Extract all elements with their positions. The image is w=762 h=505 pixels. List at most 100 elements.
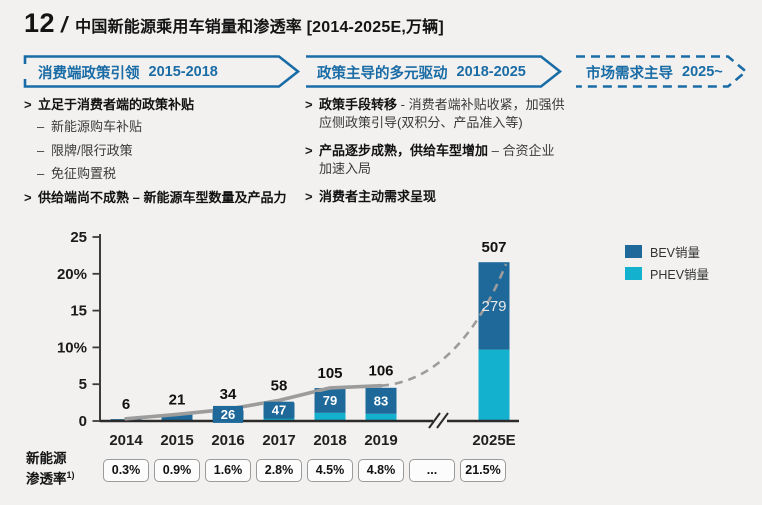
phase-label: 消费端政策引领 <box>38 65 140 82</box>
page-title: 中国新能源乘用车销量和渗透率 [2014-2025E,万辆] <box>75 19 444 36</box>
penetration-value-box: 0.3% <box>103 459 149 482</box>
title-separator: / <box>61 12 68 37</box>
y-axis-tick-label: 25 <box>70 229 87 246</box>
x-axis-category-label: 2019 <box>364 432 397 449</box>
x-axis-category-label: 2025E <box>472 432 515 449</box>
phev-bar-segment <box>365 413 397 421</box>
phev-bar-segment <box>478 349 510 421</box>
phev-color-swatch <box>625 266 642 280</box>
phase-banner-consumer-policy: 消费端政策引领 2015-2018 <box>38 57 218 87</box>
penetration-value-box: 4.8% <box>358 459 404 482</box>
footnote-marker: 1) <box>66 470 75 480</box>
bullet-item: – 限牌/限行政策 <box>37 142 302 160</box>
penetration-value-box: 2.8% <box>256 459 302 482</box>
bev-value-label-box <box>315 391 345 409</box>
total-value-label: 106 <box>368 363 393 380</box>
bev-bar-segment <box>161 414 193 421</box>
x-axis-category-label: 2018 <box>313 432 346 449</box>
legend-item-bev: BEV销量 <box>625 240 709 262</box>
bullet-item: – 免征购置税 <box>37 165 302 183</box>
x-axis-category-label: 2015 <box>160 432 193 449</box>
axis-break-mark <box>436 412 449 429</box>
penetration-value-box: 1.6% <box>205 459 251 482</box>
y-axis-tick-label: 20% <box>57 266 87 283</box>
bullet-text: 立足于消费者端的政策补贴 <box>38 97 195 112</box>
bullet-item: > 产品逐步成熟，供给车型增加 – 合资企业加速入局 <box>305 142 567 179</box>
phase-banner-policy-driven: 政策主导的多元驱动 2018-2025 <box>317 57 526 87</box>
phase-banner-market-demand: 市场需求主导 2025~ <box>586 57 723 87</box>
penetration-label-line2: 渗透率 <box>26 471 67 487</box>
bev-value-label: 279 <box>481 298 506 315</box>
axis-break-mark <box>428 412 441 429</box>
bullet-item: – 新能源购车补贴 <box>37 118 302 136</box>
bev-value-label-box <box>264 401 294 419</box>
bullet-item: > 立足于消费者端的政策补贴 <box>24 96 302 114</box>
bullet-text: 供给端尚不成熟 – 新能源车型数量及产品力 <box>38 189 287 205</box>
total-value-label: 105 <box>317 365 342 382</box>
penetration-value-box: 0.9% <box>154 459 200 482</box>
bullet-marker: – <box>37 142 45 158</box>
bullet-item: > 供给端尚不成熟 – 新能源车型数量及产品力 <box>24 189 302 207</box>
phase-arrow-2 <box>306 55 563 88</box>
bullet-text: 免征购置税 <box>51 166 117 182</box>
bullet-item: > 政策手段转移 - 消费者端补贴收紧，加强供应侧政策引导(双积分、产品准入等) <box>305 96 567 133</box>
bev-value-label: 83 <box>374 393 388 408</box>
y-axis-tick-label: 0 <box>79 413 87 430</box>
bullet-marker: > <box>305 188 313 204</box>
phev-bar-segment <box>263 417 295 421</box>
bullet-marker: > <box>305 142 313 158</box>
header: 12 / 中国新能源乘用车销量和渗透率 [2014-2025E,万辆] <box>24 8 444 39</box>
bev-color-swatch <box>625 244 642 258</box>
x-axis-category-label: 2014 <box>109 432 143 449</box>
phase-label: 市场需求主导 <box>586 65 673 82</box>
bullet-marker: > <box>305 97 313 112</box>
legend-item-phev: PHEV销量 <box>625 262 709 284</box>
bullet-item: > 消费者主动需求呈现 <box>305 188 567 206</box>
bullet-marker: > <box>24 97 32 112</box>
page-number: 12 <box>24 8 56 38</box>
bev-value-label-box <box>366 392 396 410</box>
bullet-text: 限牌/限行政策 <box>51 142 133 158</box>
bev-value-label: 26 <box>221 407 235 422</box>
penetration-label-line1: 新能源 <box>26 451 67 466</box>
bev-value-label-box <box>213 405 243 423</box>
bullet-text: 新能源购车补贴 <box>51 119 143 135</box>
bullet-text: 政策手段转移 - 消费者端补贴收紧，加强供应侧政策引导(双积分、产品准入等) <box>319 97 565 131</box>
y-axis-tick-label: 15 <box>70 303 87 320</box>
bev-bar-segment <box>478 262 510 350</box>
total-value-label: 21 <box>169 391 186 408</box>
phase-period: 2025~ <box>682 64 723 80</box>
penetration-line-solid <box>124 383 383 421</box>
total-value-label: 34 <box>220 386 237 403</box>
bev-value-label: 79 <box>323 393 337 408</box>
penetration-row-label: 新能源 渗透率1) <box>26 450 75 488</box>
penetration-value-box: 21.5% <box>460 459 506 482</box>
bev-value-label: 47 <box>272 403 286 418</box>
bullet-marker: > <box>24 189 32 205</box>
total-value-label: 507 <box>481 239 506 256</box>
bullet-text: 产品逐步成熟，供给车型增加 – 合资企业加速入局 <box>319 142 555 177</box>
x-axis-category-label: 2016 <box>211 432 244 449</box>
legend-label: PHEV销量 <box>650 267 710 282</box>
penetration-line-projection <box>380 263 508 387</box>
bullet-marker: – <box>37 119 45 135</box>
chart-legend: BEV销量 PHEV销量 <box>625 240 709 284</box>
policy-panel-left: > 立足于消费者端的政策补贴 – 新能源购车补贴 – 限牌/限行政策 – 免征购置税 > 供给端尚… <box>24 96 302 211</box>
phase-period: 2018-2025 <box>456 64 526 80</box>
phev-bar-segment <box>314 412 346 421</box>
penetration-value-box: 4.5% <box>307 459 353 482</box>
bullet-marker: – <box>37 166 45 182</box>
bullet-text: 消费者主动需求呈现 <box>319 188 437 204</box>
y-axis-tick-label: 10% <box>57 339 87 356</box>
phase-period: 2015-2018 <box>148 64 218 80</box>
x-axis-category-label: 2017 <box>262 432 295 449</box>
policy-panel-right: > 政策手段转移 - 消费者端补贴收紧，加强供应侧政策引导(双积分、产品准入等) >… <box>305 96 567 215</box>
total-value-label: 6 <box>122 396 130 413</box>
total-value-label: 58 <box>271 377 288 394</box>
legend-label: BEV销量 <box>650 245 701 260</box>
phase-arrow-1 <box>23 55 301 88</box>
y-axis-tick-label: 5 <box>79 376 87 393</box>
